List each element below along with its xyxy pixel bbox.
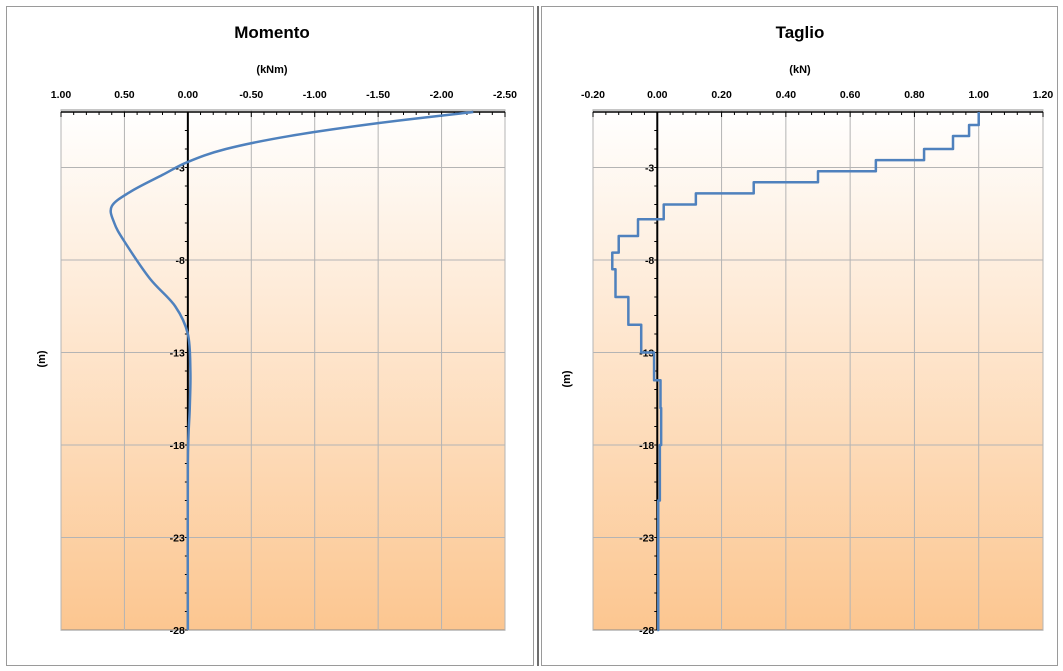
x-tick-label: 1.00 bbox=[968, 89, 989, 101]
panel-divider bbox=[537, 6, 539, 666]
chart-panel-momento: Momento (kNm) (m) 1.00 0.50 0.00 -0.50 -1.00… bbox=[6, 6, 534, 666]
chart-title: Taglio bbox=[776, 23, 825, 42]
plot-area bbox=[60, 109, 506, 631]
y-tick-label: -18 bbox=[639, 440, 654, 452]
y-tick-label: -3 bbox=[176, 163, 185, 175]
y-tick-label: -13 bbox=[170, 348, 185, 360]
x-tick-label: -1.50 bbox=[366, 89, 390, 101]
x-tick-label: 0.20 bbox=[711, 89, 732, 101]
series-line bbox=[109, 110, 474, 631]
y-tick-label: -8 bbox=[645, 255, 654, 267]
x-tick-label: 0.60 bbox=[840, 89, 861, 101]
x-tick-label: 0.00 bbox=[647, 89, 668, 101]
x-tick-label: 0.50 bbox=[114, 89, 135, 101]
momento-chart-svg: Momento (kNm) (m) 1.00 0.50 0.00 -0.50 -1.00… bbox=[36, 23, 517, 637]
y-tick-label: -8 bbox=[176, 255, 185, 267]
y-axis-label: (m) bbox=[36, 350, 48, 367]
x-tick-label: -2.00 bbox=[430, 89, 454, 101]
y-tick-label: -23 bbox=[170, 533, 185, 545]
y-axis-label: (m) bbox=[561, 370, 573, 387]
x-tick-label: 1.00 bbox=[51, 89, 72, 101]
y-tick-label: -28 bbox=[170, 625, 185, 637]
chart-title: Momento bbox=[234, 23, 310, 42]
x-tick-label: 0.40 bbox=[776, 89, 797, 101]
taglio-chart-svg: Taglio (kN) (m) -0.20 0.00 0.20 0.40 0.60 0.8… bbox=[561, 23, 1054, 637]
x-axis-label: (kN) bbox=[789, 64, 811, 76]
y-tick-label: -3 bbox=[645, 163, 654, 175]
chart-panel-taglio: Taglio (kN) (m) -0.20 0.00 0.20 0.40 0.60 0.8… bbox=[541, 6, 1058, 666]
x-tick-label: 1.20 bbox=[1033, 89, 1054, 101]
x-tick-label: -1.00 bbox=[303, 89, 327, 101]
x-tick-label: -2.50 bbox=[493, 89, 517, 101]
x-tick-label: 0.80 bbox=[904, 89, 925, 101]
y-tick-label: -23 bbox=[639, 533, 654, 545]
plot-area bbox=[592, 109, 1044, 631]
x-axis-label: (kNm) bbox=[256, 64, 288, 76]
x-tick-label: -0.20 bbox=[581, 89, 605, 101]
series-line bbox=[611, 112, 980, 632]
x-tick-label: 0.00 bbox=[178, 89, 199, 101]
y-tick-label: -28 bbox=[639, 625, 654, 637]
x-tick-label: -0.50 bbox=[239, 89, 263, 101]
y-tick-label: -18 bbox=[170, 440, 185, 452]
